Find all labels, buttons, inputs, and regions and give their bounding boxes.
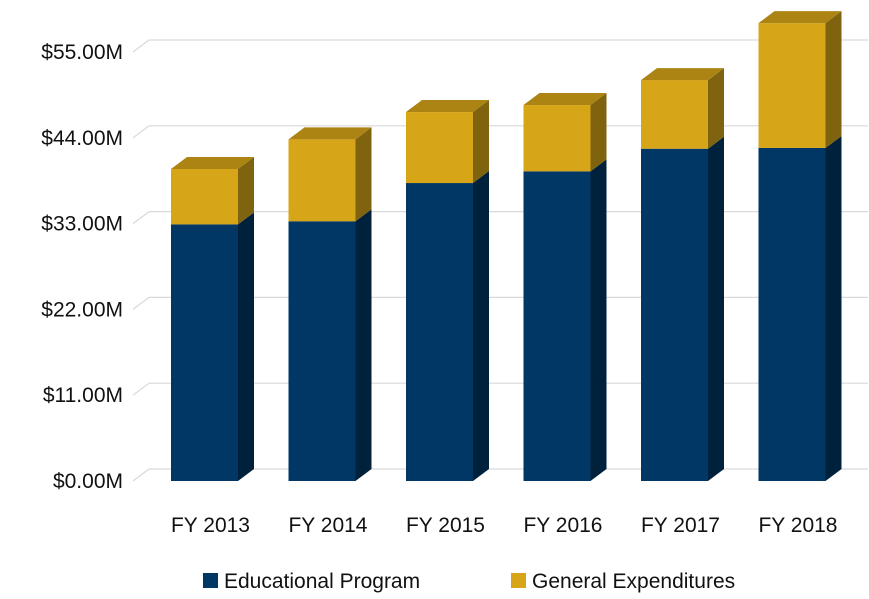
bar-educational-program-side <box>355 209 372 481</box>
bar-educational-program-front <box>758 147 826 481</box>
legend-swatch <box>203 573 218 588</box>
bar-educational-program-side <box>708 136 724 481</box>
y-tick-label: $44.00M <box>41 127 123 150</box>
x-tick-label: FY 2014 <box>288 514 367 537</box>
bar-general-expenditures-front <box>523 105 591 172</box>
legend: Educational Program General Expenditures <box>203 570 735 593</box>
legend-label: General Expenditures <box>532 570 735 593</box>
gridline-depth <box>132 125 150 139</box>
bar-general-expenditures-front <box>171 169 238 225</box>
bar-educational-program-side <box>238 212 254 481</box>
bar-educational-program-side <box>825 135 842 481</box>
bar-educational-program-front <box>171 224 238 481</box>
bar-general-expenditures-side <box>708 68 724 149</box>
bar-general-expenditures-top <box>171 157 254 169</box>
gridline-depth <box>132 211 150 225</box>
bar-group-fy-2013 <box>171 157 254 481</box>
bar-general-expenditures-top <box>758 11 842 24</box>
bar-group-fy-2015 <box>406 100 489 482</box>
legend-swatch <box>511 573 526 588</box>
bar-general-expenditures-side <box>825 11 842 148</box>
bar-general-expenditures-front <box>406 112 473 184</box>
legend-label: Educational Program <box>224 570 420 593</box>
bar-general-expenditures-side <box>355 127 372 222</box>
bar-general-expenditures-front <box>641 80 708 149</box>
gridlines <box>132 39 868 482</box>
y-axis-ticks: $0.00M $11.00M $22.00M $33.00M $44.00M $55.00… <box>41 41 123 493</box>
bar-general-expenditures-top <box>406 100 489 113</box>
y-tick-label: $22.00M <box>41 298 123 321</box>
y-tick-label: $55.00M <box>41 41 123 64</box>
bar-group-fy-2016 <box>523 93 607 481</box>
x-axis-ticks: FY 2013 FY 2014 FY 2015 FY 2016 FY 2017 FY 20… <box>171 514 838 537</box>
bar-general-expenditures-top <box>288 127 372 140</box>
gridline-depth <box>132 382 150 396</box>
bar-educational-program-front <box>406 183 473 482</box>
gridline-depth <box>132 468 150 482</box>
bar-general-expenditures-side <box>590 93 607 172</box>
y-tick-label: $0.00M <box>53 470 123 493</box>
x-tick-label: FY 2018 <box>758 514 837 537</box>
bar-general-expenditures-side <box>473 100 489 184</box>
gridline-depth <box>132 39 150 53</box>
gridline-depth <box>132 296 150 310</box>
bar-general-expenditures-top <box>523 93 607 106</box>
bar-educational-program-front <box>288 221 356 481</box>
bar-general-expenditures-front <box>288 139 356 222</box>
x-tick-label: FY 2015 <box>406 514 485 537</box>
bar-general-expenditures-side <box>238 157 254 225</box>
bar-educational-program-front <box>641 148 708 481</box>
bar-educational-program-side <box>590 159 607 481</box>
bar-group-fy-2014 <box>288 127 372 481</box>
x-tick-label: FY 2017 <box>641 514 720 537</box>
legend-item-educational-program: Educational Program <box>203 570 420 593</box>
legend-item-general-expenditures: General Expenditures <box>511 570 735 593</box>
y-tick-label: $33.00M <box>41 213 123 236</box>
bars <box>171 11 842 482</box>
bar-group-fy-2018 <box>758 11 842 481</box>
bar-general-expenditures-front <box>758 23 826 148</box>
bar-group-fy-2017 <box>641 68 724 481</box>
x-tick-label: FY 2016 <box>523 514 602 537</box>
x-tick-label: FY 2013 <box>171 514 250 537</box>
bar-general-expenditures-top <box>641 68 724 81</box>
bar-educational-program-front <box>523 171 591 481</box>
y-tick-label: $11.00M <box>43 384 123 407</box>
bar-educational-program-side <box>473 171 489 482</box>
